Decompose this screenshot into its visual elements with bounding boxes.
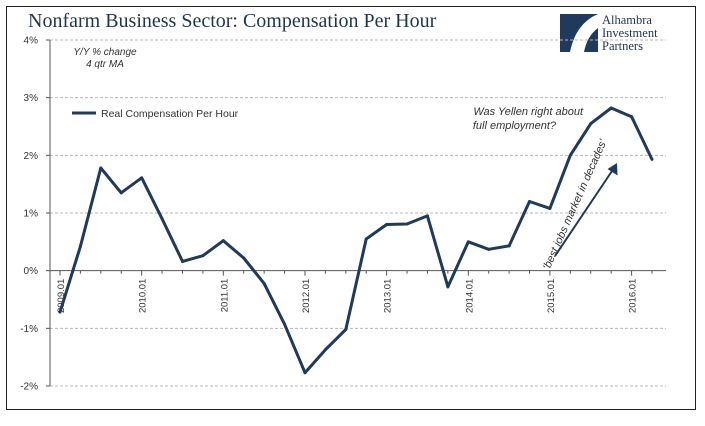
alhambra-logo: Alhambra Investment Partners: [560, 14, 700, 54]
legend-label: Real Compensation Per Hour: [101, 108, 239, 120]
annotation-yellen-1: Was Yellen right about: [473, 106, 584, 118]
data-point: [528, 199, 532, 203]
data-point: [609, 106, 613, 110]
data-point: [119, 191, 123, 195]
logo-line-2: Investment: [602, 26, 658, 40]
data-point: [425, 214, 429, 218]
x-tick-label: 2009.01: [56, 279, 67, 313]
annotation-yellen-2: full employment?: [473, 120, 557, 132]
data-point: [283, 322, 287, 326]
x-tick-label: 2012.01: [301, 279, 312, 313]
data-point: [466, 240, 470, 244]
chart-frame: [6, 6, 696, 410]
page-title: Nonfarm Business Sector: Compensation Pe…: [28, 10, 437, 32]
logo-line-3: Partners: [602, 39, 643, 53]
data-point: [385, 223, 389, 227]
data-point: [303, 371, 307, 375]
subtitle-line-1: Y/Y % change: [73, 47, 137, 58]
data-point: [160, 217, 164, 221]
data-point: [548, 206, 552, 210]
data-point: [446, 285, 450, 289]
data-point: [242, 256, 246, 260]
y-tick-label: 2%: [24, 151, 39, 162]
data-point: [201, 254, 205, 258]
data-point: [58, 310, 62, 314]
data-point: [99, 166, 103, 170]
logo-text: Alhambra Investment Partners: [602, 14, 658, 53]
data-point: [140, 176, 144, 180]
logo-line-1: Alhambra: [602, 13, 652, 27]
data-point: [405, 222, 409, 226]
y-tick-label: 4%: [24, 36, 39, 47]
data-point: [507, 244, 511, 248]
y-tick-label: 3%: [24, 93, 39, 104]
x-tick-label: 2010.01: [138, 279, 149, 313]
x-tick-label: 2016.01: [628, 279, 639, 313]
arrow-head: [607, 163, 618, 176]
y-tick-label: -1%: [20, 324, 38, 335]
arrow-shaft: [554, 170, 613, 257]
data-point: [78, 244, 82, 248]
data-point: [630, 115, 634, 119]
data-point: [364, 237, 368, 241]
x-tick-label: 2011.01: [219, 279, 230, 313]
data-point: [323, 348, 327, 352]
x-tick-label: 2014.01: [464, 279, 475, 313]
x-tick-label: 2013.01: [383, 279, 394, 313]
data-point: [650, 157, 654, 161]
data-point: [344, 327, 348, 331]
data-point: [180, 259, 184, 263]
data-point: [262, 281, 266, 285]
x-tick-label: 2015.01: [546, 279, 557, 313]
subtitle-line-2: 4 qtr MA: [86, 59, 124, 70]
series-line-real-compensation: [58, 106, 654, 375]
data-point: [487, 247, 491, 251]
alhambra-logo-icon: [560, 14, 598, 52]
y-tick-label: 1%: [24, 209, 39, 220]
data-point: [221, 239, 225, 243]
data-point: [568, 153, 572, 157]
y-tick-label: 0%: [24, 266, 39, 277]
y-tick-label: -2%: [20, 382, 38, 393]
data-point: [589, 122, 593, 126]
